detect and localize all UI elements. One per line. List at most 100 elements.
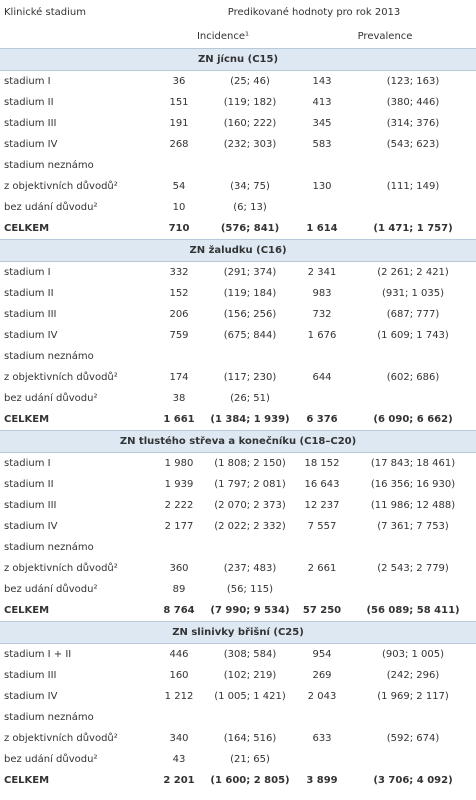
- data-row: z objektivních důvodů² 174 (117; 230) 644 (6…: [0, 367, 476, 388]
- section-row: ZN slinivky břišní (C25): [0, 621, 476, 644]
- data-row: stadium neznámo: [0, 707, 476, 728]
- stage-label: z objektivních důvodů²: [4, 733, 118, 744]
- prevalence-ci: (380; 446): [386, 97, 440, 108]
- prevalence-value: 954: [312, 649, 332, 660]
- incidence-ci: (156; 256): [223, 309, 277, 320]
- prevalence-ci: (931; 1 035): [381, 288, 445, 299]
- stage-label: stadium II: [4, 479, 54, 490]
- stage-label: stadium I: [4, 267, 51, 278]
- prevalence-value: 6 376: [306, 414, 338, 425]
- empty-cell: [294, 155, 350, 176]
- incidence-value: 36: [172, 76, 186, 87]
- empty-cell: [350, 537, 476, 558]
- stage-label: stadium III: [4, 309, 57, 320]
- section-row: ZN jícnu (C15): [0, 48, 476, 71]
- prevalence-value: 1 676: [307, 330, 337, 341]
- data-row: stadium IV 2 177 (2 022; 2 332) 7 557 (7 361…: [0, 516, 476, 537]
- stage-label: CELKEM: [4, 223, 50, 234]
- incidence-ci: (1 808; 2 150): [214, 458, 286, 469]
- stage-label: CELKEM: [4, 414, 50, 425]
- incidence-value: 710: [168, 223, 190, 234]
- empty-cell: [294, 579, 350, 600]
- incidence-value: 340: [169, 733, 189, 744]
- stage-label: CELKEM: [4, 605, 50, 616]
- incidence-value: 2 177: [164, 521, 194, 532]
- stage-label: stadium IV: [4, 691, 58, 702]
- data-row: CELKEM 1 661 (1 384; 1 939) 6 376 (6 090; 6 …: [0, 409, 476, 431]
- data-row: CELKEM 8 764 (7 990; 9 534) 57 250 (56 089; …: [0, 600, 476, 622]
- incidence-ci: (1 797; 2 081): [214, 479, 286, 490]
- prevalence-value: 732: [312, 309, 332, 320]
- empty-cell: [206, 537, 294, 558]
- prevalence-value: 57 250: [302, 605, 342, 616]
- table-body: ZN jícnu (C15) stadium I 36 (25; 46) 143 (123…: [0, 48, 476, 792]
- data-row: stadium IV 759 (675; 844) 1 676 (1 609; 1 74…: [0, 325, 476, 346]
- incidence-ci: (119; 182): [223, 97, 277, 108]
- prevalence-value: 983: [312, 288, 332, 299]
- incidence-value: 1 661: [163, 414, 195, 425]
- incidence-ci: (119; 184): [223, 288, 277, 299]
- incidence-value: 1 212: [164, 691, 194, 702]
- prevalence-value: 269: [312, 670, 332, 681]
- prevalence-ci: (1 471; 1 757): [373, 223, 453, 234]
- incidence-value: 759: [169, 330, 189, 341]
- incidence-value: 174: [169, 372, 189, 383]
- data-row: stadium I 332 (291; 374) 2 341 (2 261; 2 421…: [0, 262, 476, 284]
- stage-label: stadium IV: [4, 139, 58, 150]
- incidence-ci: (25; 46): [230, 76, 270, 87]
- empty-cell: [294, 388, 350, 409]
- prevalence-ci: (3 706; 4 092): [373, 775, 453, 786]
- incidence-value: 206: [169, 309, 189, 320]
- incidence-value: 38: [172, 393, 186, 404]
- prevalence-ci: (111; 149): [386, 181, 440, 192]
- prevalence-ci: (6 090; 6 662): [373, 414, 453, 425]
- data-row: CELKEM 710 (576; 841) 1 614 (1 471; 1 757): [0, 218, 476, 240]
- stage-label: bez udání důvodu²: [4, 393, 98, 404]
- prevalence-ci: (56 089; 58 411): [366, 605, 460, 616]
- prevalence-ci: (1 969; 2 117): [377, 691, 449, 702]
- data-row: stadium II 151 (119; 182) 413 (380; 446): [0, 92, 476, 113]
- empty-cell: [294, 707, 350, 728]
- empty-cell: [350, 749, 476, 770]
- stage-label: stadium III: [4, 118, 57, 129]
- prevalence-header: Prevalence: [357, 30, 413, 42]
- prevalence-ci: (687; 777): [386, 309, 440, 320]
- empty-cell: [350, 346, 476, 367]
- incidence-value: 360: [169, 563, 189, 574]
- incidence-value: 1 980: [164, 458, 194, 469]
- prevalence-ci: (16 356; 16 930): [370, 479, 456, 490]
- stage-label: stadium neznámo: [4, 542, 94, 553]
- stage-label: stadium IV: [4, 330, 58, 341]
- stage-label: stadium neznámo: [4, 351, 94, 362]
- prevalence-value: 2 661: [307, 563, 337, 574]
- incidence-value: 191: [169, 118, 189, 129]
- empty-cell: [294, 346, 350, 367]
- incidence-value: 10: [172, 202, 186, 213]
- incidence-ci: (34; 75): [230, 181, 270, 192]
- stage-label: CELKEM: [4, 775, 50, 786]
- stage-label: z objektivních důvodů²: [4, 563, 118, 574]
- prevalence-ci: (11 986; 12 488): [370, 500, 456, 511]
- section-row: ZN žaludku (C16): [0, 239, 476, 262]
- prevalence-value: 2 043: [307, 691, 337, 702]
- section-title: ZN slinivky břišní (C25): [0, 621, 476, 644]
- prevalence-ci: (242; 296): [386, 670, 440, 681]
- incidence-value: 446: [169, 649, 189, 660]
- stage-label: stadium neznámo: [4, 712, 94, 723]
- data-row: stadium II 152 (119; 184) 983 (931; 1 035): [0, 283, 476, 304]
- empty-cell: [152, 155, 206, 176]
- stage-label: bez udání důvodu²: [4, 584, 98, 595]
- stage-label: bez udání důvodu²: [4, 754, 98, 765]
- empty-cell: [350, 155, 476, 176]
- incidence-ci: (7 990; 9 534): [210, 605, 290, 616]
- incidence-ci: (1 005; 1 421): [214, 691, 286, 702]
- incidence-ci: (56; 115): [226, 584, 274, 595]
- stage-label: stadium neznámo: [4, 160, 94, 171]
- incidence-ci: (308; 584): [223, 649, 277, 660]
- data-row: stadium I 36 (25; 46) 143 (123; 163): [0, 71, 476, 93]
- empty-cell: [206, 155, 294, 176]
- data-row: stadium neznámo: [0, 155, 476, 176]
- prevalence-ci: (314; 376): [386, 118, 440, 129]
- stage-label: stadium II: [4, 288, 54, 299]
